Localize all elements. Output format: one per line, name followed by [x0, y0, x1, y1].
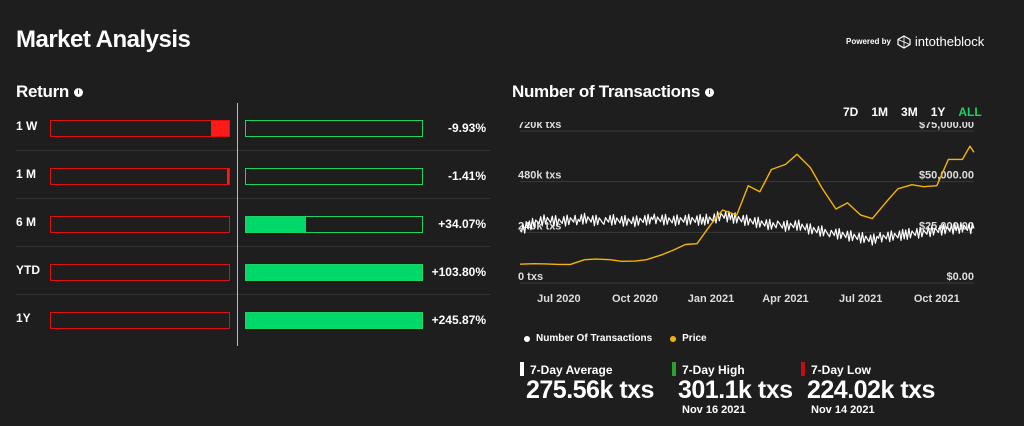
return-value: +103.80%	[431, 265, 486, 279]
positive-return-bar	[245, 264, 423, 281]
legend-item-price[interactable]: Price	[670, 333, 707, 344]
negative-return-bar	[50, 120, 230, 137]
range-button-all[interactable]: ALL	[958, 105, 982, 119]
return-row: 1 W -9.93%	[16, 103, 490, 151]
return-value: +245.87%	[431, 313, 486, 327]
return-title: Return i	[16, 82, 83, 102]
x-tick-label: Oct 2021	[914, 293, 960, 305]
transactions-title: Number of Transactions i	[512, 82, 714, 102]
y-right-tick-label: $0.00	[946, 271, 974, 283]
stat-color-bar	[520, 362, 524, 376]
page-title: Market Analysis	[16, 26, 191, 53]
intotheblock-icon	[897, 34, 911, 49]
legend-dot	[524, 335, 530, 342]
positive-return-bar	[245, 216, 423, 233]
stat-label: 7-Day High	[682, 363, 745, 377]
range-button-7d[interactable]: 7D	[843, 105, 859, 119]
legend-label: Price	[682, 333, 707, 344]
negative-return-bar	[50, 216, 230, 233]
return-period: 1 M	[16, 167, 37, 181]
info-icon[interactable]: i	[705, 87, 714, 97]
legend-item-transactions[interactable]: Number Of Transactions	[524, 333, 652, 344]
x-tick-label: Jul 2021	[839, 293, 882, 305]
x-tick-label: Apr 2021	[762, 293, 808, 305]
brand-name: intotheblock	[914, 34, 985, 49]
stat-color-bar	[672, 362, 676, 376]
brand-logo: intotheblock	[897, 34, 984, 49]
powered-by-label: Powered by	[846, 37, 891, 46]
y-right-tick-label: $50,000.00	[919, 170, 974, 182]
legend-label: Number Of Transactions	[536, 333, 653, 344]
return-period: 6 M	[16, 215, 37, 229]
stat-label: 7-Day Average	[530, 363, 613, 377]
positive-return-bar	[245, 120, 423, 137]
return-row: 1Y +245.87%	[16, 295, 490, 343]
y-left-tick-label: 480k txs	[518, 170, 561, 182]
x-tick-label: Jul 2020	[537, 293, 580, 305]
negative-return-bar	[50, 264, 230, 281]
chart-legend: Number Of Transactions Price	[524, 333, 707, 344]
return-row: 1 M -1.41%	[16, 151, 490, 199]
stat-color-bar	[801, 362, 805, 376]
positive-return-bar	[245, 168, 423, 185]
stat-value: 275.56k txs	[526, 376, 654, 404]
return-period: YTD	[16, 263, 40, 277]
transactions-title-text: Number of Transactions	[512, 82, 700, 101]
return-period: 1 W	[16, 119, 38, 133]
stat-label: 7-Day Low	[811, 363, 872, 377]
return-value: -1.41%	[447, 169, 486, 183]
x-tick-label: Oct 2020	[612, 293, 658, 305]
positive-return-fill	[246, 265, 422, 280]
positive-return-fill	[246, 313, 422, 328]
negative-return-bar	[50, 312, 230, 329]
return-period: 1Y	[16, 311, 31, 325]
stat-date: Nov 14 2021	[811, 404, 875, 416]
price-series-line	[519, 145, 975, 266]
negative-return-fill	[226, 169, 229, 184]
stat-value: 224.02k txs	[807, 376, 935, 404]
return-row: YTD +103.80%	[16, 247, 490, 295]
range-selector: 7D 1M 3M 1Y ALL	[843, 105, 982, 119]
return-title-text: Return	[16, 82, 69, 101]
y-left-tick-label: 0 txs	[518, 271, 543, 283]
return-zero-divider	[237, 103, 238, 346]
stat-value: 301.1k txs	[678, 376, 793, 404]
return-row: 6 M +34.07%	[16, 199, 490, 247]
return-value: +34.07%	[438, 217, 486, 231]
powered-by[interactable]: Powered by intotheblock	[846, 34, 984, 49]
negative-return-bar	[50, 168, 230, 185]
transactions-series-line	[519, 210, 975, 246]
positive-return-fill	[246, 217, 307, 232]
x-tick-label: Jan 2021	[688, 293, 734, 305]
range-button-1y[interactable]: 1Y	[930, 105, 946, 119]
y-right-tick-label: $75,000.00	[919, 122, 974, 131]
negative-return-fill	[211, 121, 229, 136]
y-left-tick-label: 720k txs	[518, 122, 561, 131]
positive-return-bar	[245, 312, 423, 329]
return-value: -9.93%	[447, 121, 486, 135]
info-icon[interactable]: i	[73, 87, 83, 97]
legend-dot	[670, 335, 677, 342]
stat-date: Nov 16 2021	[682, 404, 746, 416]
range-button-3m[interactable]: 3M	[901, 105, 918, 119]
range-button-1m[interactable]: 1M	[871, 105, 889, 119]
